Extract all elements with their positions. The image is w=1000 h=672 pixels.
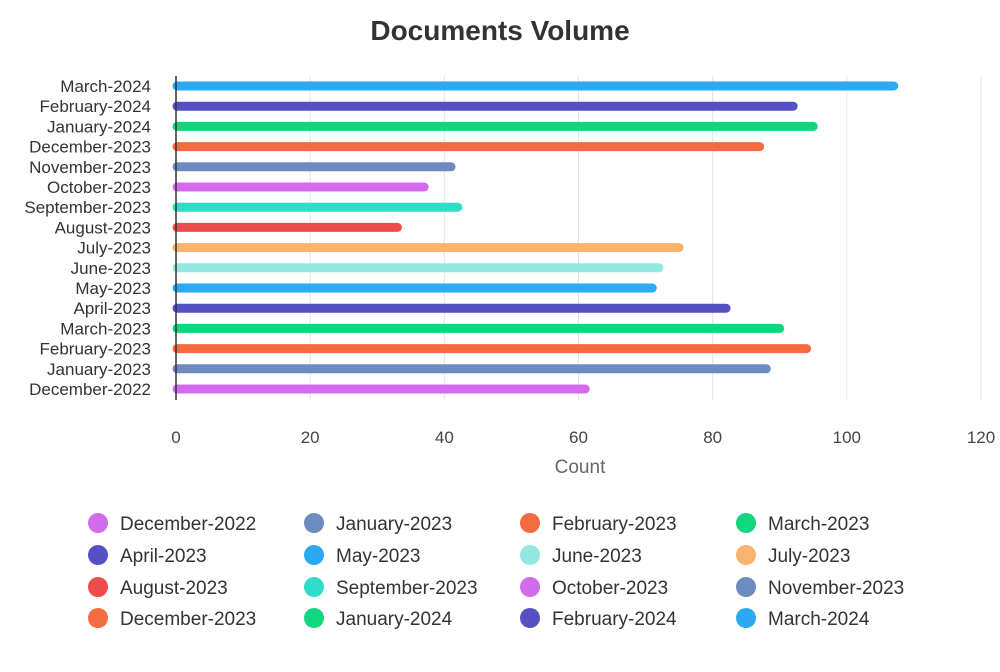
legend-marker: [736, 577, 756, 597]
legend-marker: [520, 513, 540, 533]
legend-label: November-2023: [768, 578, 904, 599]
legend-label: March-2023: [768, 514, 869, 535]
legend-marker: [520, 577, 540, 597]
category-label: May-2023: [75, 279, 151, 298]
chart-title: Documents Volume: [370, 15, 629, 46]
category-label: November-2023: [29, 158, 151, 177]
legend-marker: [88, 513, 108, 533]
category-label: January-2024: [47, 117, 151, 136]
legend-label: January-2024: [336, 609, 453, 630]
x-axis-ticks: 0 20 40 60 80 100 120: [171, 428, 995, 447]
legend-marker: [304, 608, 324, 628]
legend-marker: [520, 608, 540, 628]
legend-label: August-2023: [120, 578, 228, 599]
legend-label: July-2023: [768, 546, 850, 567]
legend-marker: [304, 577, 324, 597]
x-tick-label: 40: [435, 428, 454, 447]
category-label: June-2023: [71, 259, 151, 278]
x-tick-label: 0: [171, 428, 180, 447]
legend-label: February-2023: [552, 514, 677, 535]
x-tick-label: 20: [301, 428, 320, 447]
x-tick-label: 120: [967, 428, 995, 447]
legend-label: March-2024: [768, 609, 870, 630]
legend-label: December-2023: [120, 609, 256, 630]
category-label: December-2023: [29, 138, 151, 157]
legend-label: June-2023: [552, 546, 642, 567]
legend-label: April-2023: [120, 546, 207, 567]
legend: December-2022 January-2023 February-2023 Ma…: [88, 513, 904, 630]
legend-marker: [88, 608, 108, 628]
category-label: February-2023: [39, 340, 151, 359]
x-tick-label: 60: [569, 428, 588, 447]
legend-marker: [88, 577, 108, 597]
bars: [172, 81, 899, 394]
category-label: July-2023: [77, 239, 151, 258]
legend-marker: [304, 513, 324, 533]
category-label: January-2023: [47, 360, 151, 379]
legend-label: September-2023: [336, 578, 478, 599]
legend-label: December-2022: [120, 514, 256, 535]
category-label: March-2024: [60, 77, 151, 96]
category-label: February-2024: [39, 97, 151, 116]
legend-marker: [88, 545, 108, 565]
legend-label: October-2023: [552, 578, 668, 599]
legend-marker: [736, 545, 756, 565]
legend-marker: [304, 545, 324, 565]
legend-marker: [520, 545, 540, 565]
x-axis-label: Count: [555, 457, 606, 478]
legend-label: February-2024: [552, 609, 677, 630]
category-label: December-2022: [29, 380, 151, 399]
category-label: April-2023: [74, 299, 152, 318]
legend-label: January-2023: [336, 514, 452, 535]
legend-marker: [736, 513, 756, 533]
category-label: October-2023: [47, 178, 151, 197]
legend-marker: [736, 608, 756, 628]
category-label: September-2023: [24, 198, 151, 217]
x-tick-label: 80: [703, 428, 722, 447]
legend-label: May-2023: [336, 546, 421, 567]
category-label: August-2023: [55, 218, 151, 237]
x-tick-label: 100: [833, 428, 861, 447]
category-label: March-2023: [60, 319, 151, 338]
